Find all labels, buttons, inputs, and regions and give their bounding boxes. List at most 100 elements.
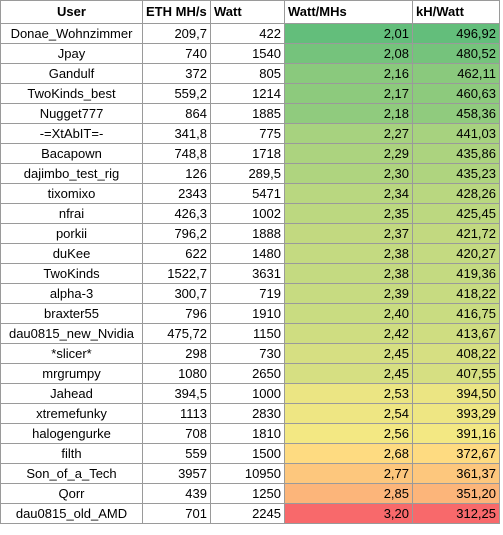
cell-watt[interactable]: 1002 — [210, 203, 285, 224]
cell-user[interactable]: dau0815_new_Nvidia — [0, 323, 143, 344]
cell-kh-per-watt[interactable]: 419,36 — [412, 263, 500, 284]
cell-eth-mhs[interactable]: 300,7 — [142, 283, 211, 304]
cell-user[interactable]: nfrai — [0, 203, 143, 224]
cell-watt[interactable]: 1888 — [210, 223, 285, 244]
cell-watt-per-mhs[interactable]: 2,53 — [284, 383, 413, 404]
cell-watt-per-mhs[interactable]: 2,37 — [284, 223, 413, 244]
cell-eth-mhs[interactable]: 622 — [142, 243, 211, 264]
cell-eth-mhs[interactable]: 475,72 — [142, 323, 211, 344]
cell-user[interactable]: Nugget777 — [0, 103, 143, 124]
cell-user[interactable]: Jpay — [0, 43, 143, 64]
cell-watt-per-mhs[interactable]: 3,20 — [284, 503, 413, 524]
cell-kh-per-watt[interactable]: 425,45 — [412, 203, 500, 224]
cell-kh-per-watt[interactable]: 480,52 — [412, 43, 500, 64]
cell-eth-mhs[interactable]: 439 — [142, 483, 211, 504]
cell-eth-mhs[interactable]: 394,5 — [142, 383, 211, 404]
cell-watt[interactable]: 1150 — [210, 323, 285, 344]
cell-eth-mhs[interactable]: 341,8 — [142, 123, 211, 144]
cell-eth-mhs[interactable]: 1522,7 — [142, 263, 211, 284]
cell-kh-per-watt[interactable]: 391,16 — [412, 423, 500, 444]
cell-watt[interactable]: 2650 — [210, 363, 285, 384]
cell-user[interactable]: -=XtAbIT=- — [0, 123, 143, 144]
cell-watt[interactable]: 2830 — [210, 403, 285, 424]
cell-watt[interactable]: 1540 — [210, 43, 285, 64]
cell-watt-per-mhs[interactable]: 2,34 — [284, 183, 413, 204]
cell-user[interactable]: xtremefunky — [0, 403, 143, 424]
cell-kh-per-watt[interactable]: 458,36 — [412, 103, 500, 124]
cell-kh-per-watt[interactable]: 441,03 — [412, 123, 500, 144]
cell-kh-per-watt[interactable]: 416,75 — [412, 303, 500, 324]
cell-watt[interactable]: 1910 — [210, 303, 285, 324]
cell-watt[interactable]: 1885 — [210, 103, 285, 124]
cell-eth-mhs[interactable]: 426,3 — [142, 203, 211, 224]
cell-watt-per-mhs[interactable]: 2,45 — [284, 343, 413, 364]
cell-user[interactable]: TwoKinds — [0, 263, 143, 284]
cell-watt[interactable]: 1214 — [210, 83, 285, 104]
cell-eth-mhs[interactable]: 126 — [142, 163, 211, 184]
cell-kh-per-watt[interactable]: 351,20 — [412, 483, 500, 504]
cell-kh-per-watt[interactable]: 418,22 — [412, 283, 500, 304]
cell-watt-per-mhs[interactable]: 2,16 — [284, 63, 413, 84]
cell-kh-per-watt[interactable]: 496,92 — [412, 23, 500, 44]
cell-eth-mhs[interactable]: 3957 — [142, 463, 211, 484]
cell-watt[interactable]: 422 — [210, 23, 285, 44]
cell-watt[interactable]: 730 — [210, 343, 285, 364]
cell-eth-mhs[interactable]: 796 — [142, 303, 211, 324]
cell-watt-per-mhs[interactable]: 2,30 — [284, 163, 413, 184]
cell-user[interactable]: dau0815_old_AMD — [0, 503, 143, 524]
cell-eth-mhs[interactable]: 748,8 — [142, 143, 211, 164]
cell-watt[interactable]: 1500 — [210, 443, 285, 464]
cell-watt-per-mhs[interactable]: 2,27 — [284, 123, 413, 144]
header-user[interactable]: User — [0, 0, 143, 24]
cell-eth-mhs[interactable]: 209,7 — [142, 23, 211, 44]
cell-kh-per-watt[interactable]: 393,29 — [412, 403, 500, 424]
cell-eth-mhs[interactable]: 708 — [142, 423, 211, 444]
cell-watt[interactable]: 805 — [210, 63, 285, 84]
cell-watt-per-mhs[interactable]: 2,68 — [284, 443, 413, 464]
header-watt[interactable]: Watt — [210, 0, 285, 24]
cell-kh-per-watt[interactable]: 361,37 — [412, 463, 500, 484]
cell-user[interactable]: mrgrumpy — [0, 363, 143, 384]
cell-watt[interactable]: 1718 — [210, 143, 285, 164]
cell-watt-per-mhs[interactable]: 2,42 — [284, 323, 413, 344]
cell-user[interactable]: Son_of_a_Tech — [0, 463, 143, 484]
cell-user[interactable]: Qorr — [0, 483, 143, 504]
cell-watt[interactable]: 775 — [210, 123, 285, 144]
cell-eth-mhs[interactable]: 701 — [142, 503, 211, 524]
cell-eth-mhs[interactable]: 1113 — [142, 403, 211, 424]
cell-user[interactable]: halogengurke — [0, 423, 143, 444]
cell-watt-per-mhs[interactable]: 2,17 — [284, 83, 413, 104]
cell-watt-per-mhs[interactable]: 2,38 — [284, 243, 413, 264]
cell-kh-per-watt[interactable]: 394,50 — [412, 383, 500, 404]
cell-kh-per-watt[interactable]: 435,86 — [412, 143, 500, 164]
cell-watt-per-mhs[interactable]: 2,39 — [284, 283, 413, 304]
cell-user[interactable]: Donae_Wohnzimmer — [0, 23, 143, 44]
cell-user[interactable]: *slicer* — [0, 343, 143, 364]
cell-watt-per-mhs[interactable]: 2,18 — [284, 103, 413, 124]
header-eth-mhs[interactable]: ETH MH/s — [142, 0, 211, 24]
cell-watt-per-mhs[interactable]: 2,40 — [284, 303, 413, 324]
cell-watt-per-mhs[interactable]: 2,01 — [284, 23, 413, 44]
cell-eth-mhs[interactable]: 559,2 — [142, 83, 211, 104]
cell-watt-per-mhs[interactable]: 2,85 — [284, 483, 413, 504]
cell-user[interactable]: tixomixo — [0, 183, 143, 204]
cell-eth-mhs[interactable]: 740 — [142, 43, 211, 64]
cell-watt-per-mhs[interactable]: 2,77 — [284, 463, 413, 484]
cell-user[interactable]: braxter55 — [0, 303, 143, 324]
cell-kh-per-watt[interactable]: 407,55 — [412, 363, 500, 384]
cell-watt[interactable]: 10950 — [210, 463, 285, 484]
cell-eth-mhs[interactable]: 796,2 — [142, 223, 211, 244]
cell-kh-per-watt[interactable]: 435,23 — [412, 163, 500, 184]
cell-eth-mhs[interactable]: 1080 — [142, 363, 211, 384]
cell-user[interactable]: Gandulf — [0, 63, 143, 84]
cell-user[interactable]: duKee — [0, 243, 143, 264]
cell-watt-per-mhs[interactable]: 2,56 — [284, 423, 413, 444]
cell-watt[interactable]: 1810 — [210, 423, 285, 444]
cell-kh-per-watt[interactable]: 420,27 — [412, 243, 500, 264]
cell-user[interactable]: alpha-3 — [0, 283, 143, 304]
cell-user[interactable]: Jahead — [0, 383, 143, 404]
cell-watt-per-mhs[interactable]: 2,08 — [284, 43, 413, 64]
cell-user[interactable]: filth — [0, 443, 143, 464]
cell-eth-mhs[interactable]: 298 — [142, 343, 211, 364]
cell-watt[interactable]: 2245 — [210, 503, 285, 524]
